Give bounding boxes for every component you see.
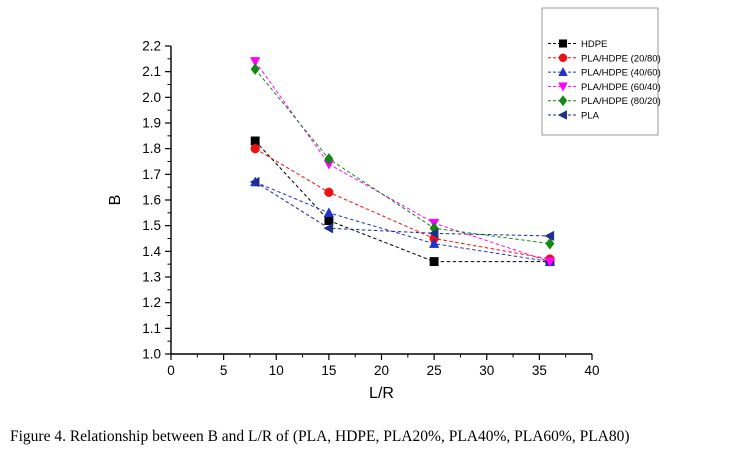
legend-entry-pla-hdpe-80-20: PLA/HDPE (80/20) (548, 95, 661, 107)
marker-square (250, 136, 260, 146)
x-axis-label: L/R (369, 385, 394, 402)
marker-diamond (545, 237, 555, 250)
marker-triangle-up (558, 66, 568, 77)
y-tick-label: 1.5 (142, 218, 161, 233)
marker-triangle-left (544, 230, 555, 242)
marker-triangle-left (249, 176, 260, 188)
series-pla (249, 176, 555, 242)
marker-circle (324, 187, 334, 197)
series-line (254, 140, 550, 263)
y-tick-label: 1.9 (142, 116, 161, 131)
series-pla-hdpe-40-60 (250, 176, 556, 266)
x-tick-label: 10 (269, 363, 284, 378)
marker-triangle-up (428, 238, 440, 248)
y-tick-label: 2.0 (142, 90, 161, 105)
legend-label: PLA/HDPE (80/20) (581, 96, 661, 107)
legend-entry-pla-hdpe-20-80: PLA/HDPE (20/80) (548, 53, 661, 64)
legend-label: PLA/HDPE (20/80) (581, 53, 661, 64)
legend-label: PLA/HDPE (40/60) (581, 68, 661, 79)
marker-triangle-down (544, 257, 556, 268)
series-line (254, 181, 550, 237)
x-tick-label: 25 (427, 363, 442, 378)
marker-circle (250, 144, 260, 154)
x-tick-label: 30 (479, 363, 494, 378)
series-pla-hdpe-80-20 (250, 63, 555, 250)
x-tick-label: 0 (167, 363, 175, 378)
marker-square (429, 257, 439, 267)
legend-entry-pla-hdpe-40-60: PLA/HDPE (40/60) (548, 66, 661, 79)
legend-entry-pla-hdpe-60-40: PLA/HDPE (60/40) (548, 82, 661, 93)
series-pla-hdpe-60-40 (250, 57, 556, 268)
marker-triangle-down (250, 57, 261, 67)
marker-triangle-left (428, 228, 439, 239)
legend-label: PLA/HDPE (60/40) (581, 82, 661, 93)
y-tick-label: 1.2 (142, 295, 161, 310)
marker-square (324, 216, 334, 225)
y-tick-label: 1.3 (142, 270, 161, 285)
x-tick-label: 15 (321, 363, 336, 378)
y-tick-label: 2.1 (142, 64, 161, 79)
marker-triangle-up (323, 207, 335, 218)
y-tick-label: 2.2 (142, 39, 161, 54)
series-line (254, 68, 550, 245)
y-tick-label: 1.8 (142, 141, 161, 156)
marker-triangle-left (323, 223, 334, 234)
y-tick-label: 1.7 (142, 167, 161, 182)
x-tick-label: 40 (584, 363, 599, 378)
legend: HDPE PLA/HDPE (20/80) PLA/HDPE (40/60) PLA/… (541, 7, 661, 136)
marker-diamond (250, 63, 260, 76)
y-axis-label: B (107, 195, 124, 206)
marker-square (558, 39, 568, 48)
figure-caption: Figure 4. Relationship between B and L/R… (10, 428, 630, 445)
marker-triangle-left (557, 110, 567, 120)
marker-diamond (324, 153, 334, 165)
marker-triangle-down (558, 82, 568, 92)
series-line (254, 148, 550, 260)
y-tick-label: 1.0 (142, 347, 161, 362)
series-pla-hdpe-20-80 (250, 144, 555, 264)
legend-entry-hdpe: HDPE (548, 39, 607, 50)
legend-entry-pla: PLA (548, 110, 600, 122)
y-tick-label: 1.1 (142, 321, 161, 336)
legend-label: PLA (581, 111, 600, 122)
x-tick-label: 20 (374, 363, 389, 378)
series-line (255, 181, 550, 263)
legend-label: HDPE (581, 39, 607, 50)
x-tick-label: 5 (220, 363, 228, 378)
series-hdpe (250, 136, 555, 267)
y-tick-label: 1.6 (142, 193, 161, 208)
marker-circle (558, 53, 568, 63)
marker-diamond (558, 95, 568, 107)
x-tick-label: 35 (532, 363, 547, 378)
chart-canvas: 0 5 10 15 20 25 30 35 40 1.0 1.1 1.2 1.3 1.4 1.5 1.6 1.7… (107, 7, 661, 402)
series-line (254, 61, 551, 263)
y-tick-label: 1.4 (142, 244, 161, 259)
